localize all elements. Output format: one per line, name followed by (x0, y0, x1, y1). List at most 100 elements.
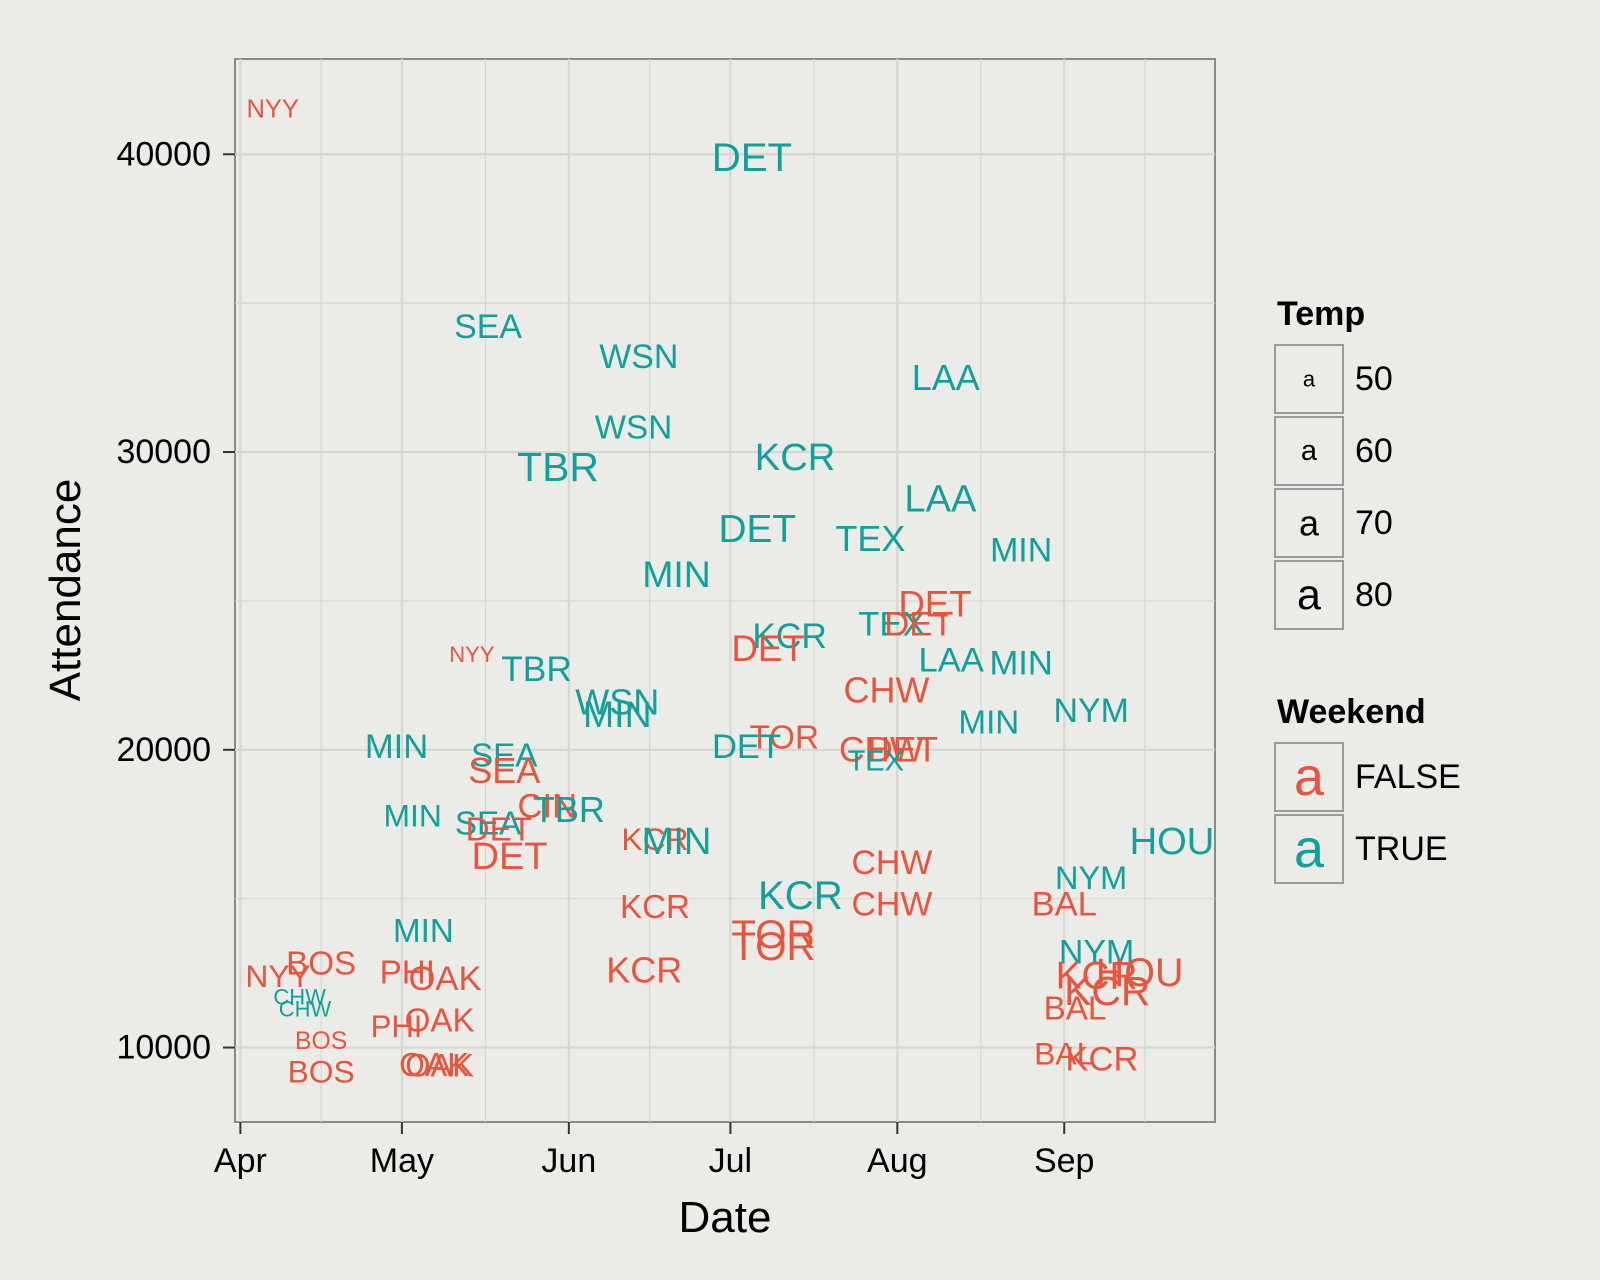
point-label: NYM (1059, 933, 1134, 971)
x-tick-label: May (370, 1142, 434, 1180)
point-label: HOU (1096, 951, 1184, 995)
point-label: MIN (990, 531, 1052, 569)
point-label: KCR (752, 617, 827, 656)
point-label: OAK (408, 960, 481, 998)
legend: Temp a 50 a 60 a 70 a 80 Weekend a FALSE a TRUE (1274, 295, 1461, 884)
point-label: CIN (518, 787, 578, 825)
point-label: KCR (621, 821, 688, 857)
legend-key-glyph: a (1303, 367, 1316, 392)
legend-label: TRUE (1355, 830, 1448, 868)
x-tick-label: Aug (867, 1142, 928, 1180)
legend-key-glyph: a (1297, 571, 1321, 619)
point-label: CHW (273, 984, 326, 1009)
point-label: KCR (1064, 968, 1150, 1014)
point-label: BOS (286, 946, 356, 983)
axes: 10000 20000 30000 40000 Apr May Jun Jul Aug Sep (116, 135, 1094, 1180)
point-label: TBR (501, 650, 572, 689)
point-label: KCR (1056, 955, 1138, 998)
point-label: OAK (399, 1047, 469, 1084)
point-label: SEA (468, 750, 540, 791)
point-label: MIN (989, 644, 1052, 682)
point-label: DET (472, 836, 548, 878)
point-label: CHW (279, 996, 332, 1021)
point-label: TOR (731, 924, 815, 969)
point-label: TOR (749, 719, 818, 756)
point-label: KCR (606, 950, 682, 991)
point-label: KCR (755, 437, 835, 479)
legend-key (1274, 814, 1344, 884)
point-label: HOU (1130, 821, 1215, 863)
point-label: MIN (365, 728, 428, 766)
point-label: PHI (371, 1009, 423, 1044)
point-label: SEA (471, 737, 538, 774)
legend-key (1274, 416, 1344, 486)
x-axis-title: Date (679, 1193, 772, 1242)
x-tick-label: Jun (541, 1142, 596, 1180)
point-label: KCR (758, 873, 843, 918)
point-label: DET (712, 135, 792, 180)
legend-label: 80 (1355, 576, 1393, 614)
point-label: MIN (393, 913, 454, 950)
legend-label: 60 (1355, 432, 1393, 470)
point-label: TBR (533, 789, 605, 830)
y-tick-label: 10000 (116, 1029, 211, 1067)
point-label: DET (719, 508, 797, 551)
legend-title: Temp (1277, 295, 1365, 333)
point-label: KCR (620, 889, 690, 926)
point-label: MIN (642, 821, 712, 863)
grid-lines (235, 59, 1215, 1122)
legend-key (1274, 488, 1344, 558)
y-tick-label: 40000 (116, 135, 211, 173)
point-label: TBR (517, 444, 599, 490)
point-label: MIN (642, 553, 711, 595)
point-label: LAA (912, 357, 980, 398)
y-tick-label: 20000 (116, 731, 211, 769)
legend-title: Weekend (1277, 693, 1426, 731)
plot-panel (234, 58, 1216, 1123)
point-label: TEX (858, 606, 925, 644)
point-label: LAA (918, 641, 983, 679)
point-label: TOR (731, 912, 815, 957)
point-label: NYY (449, 642, 495, 667)
point-label: OAK (405, 1002, 475, 1039)
point-label: DET (884, 606, 953, 644)
legend-label: 50 (1355, 360, 1393, 398)
plot-background (234, 58, 1216, 1123)
legend-label: FALSE (1355, 758, 1461, 796)
legend-key-glyph: a (1299, 503, 1320, 544)
point-label: WSN (575, 682, 659, 723)
point-label: DET (466, 812, 532, 849)
point-label: PHI (380, 955, 435, 992)
y-tick-label: 30000 (116, 433, 211, 471)
point-label: CHW (851, 844, 932, 882)
point-label: TEX (848, 746, 904, 778)
point-label: MIN (958, 705, 1019, 742)
point-label: CHW (839, 730, 924, 769)
legend-key (1274, 742, 1344, 812)
point-label: BOS (288, 1053, 355, 1089)
x-tick-label: Sep (1034, 1142, 1095, 1180)
legend-key (1274, 560, 1344, 630)
point-label: BOS (295, 1028, 347, 1055)
point-label: NYM (1055, 860, 1127, 896)
point-label: SEA (455, 806, 522, 843)
legend-label: 70 (1355, 504, 1393, 542)
point-label: LAA (904, 479, 977, 521)
legend-key (1274, 344, 1344, 414)
y-axis-title: Attendance (41, 479, 90, 702)
point-label: DET (712, 728, 781, 766)
point-label: NYM (1053, 692, 1128, 730)
point-label: WSN (599, 338, 678, 376)
point-label: DET (867, 730, 938, 769)
point-label: DET (731, 628, 804, 669)
point-label: CHW (844, 670, 930, 711)
point-label: BAL (1044, 990, 1107, 1027)
point-label: BAL (1032, 886, 1097, 924)
point-label: CHW (851, 886, 932, 924)
point-label: MIN (384, 797, 442, 833)
point-label: BAL (1034, 1036, 1094, 1072)
x-tick-label: Apr (214, 1142, 267, 1180)
point-label: NYY (246, 96, 298, 124)
